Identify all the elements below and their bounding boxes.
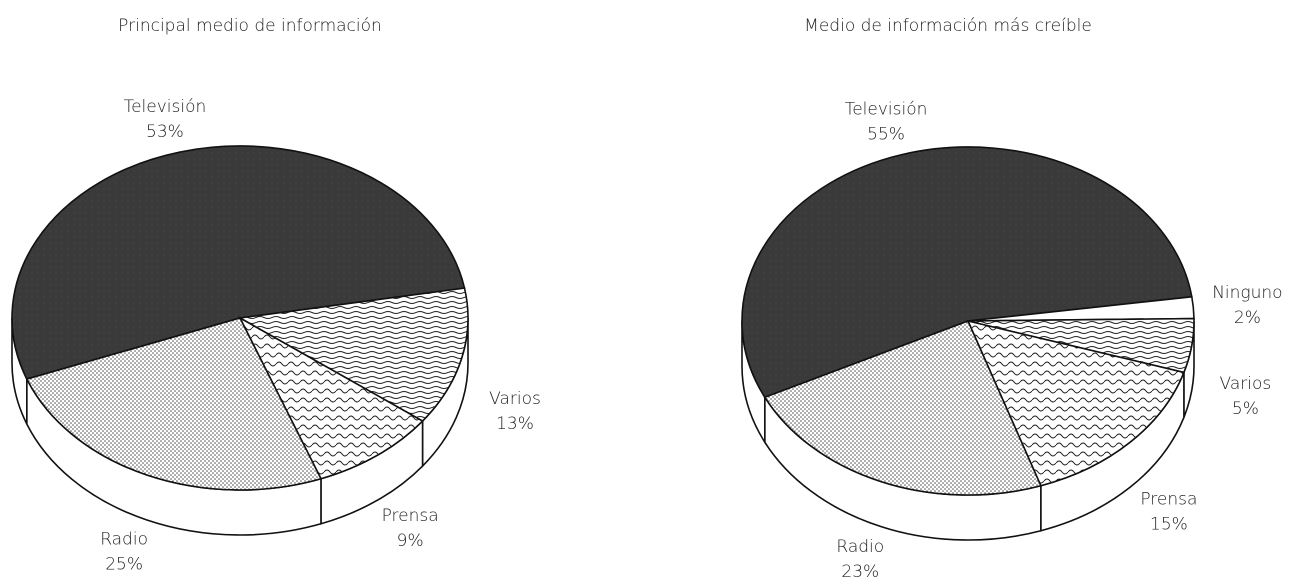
slice bbox=[238, 316, 424, 480]
slice-value-label: 23% bbox=[841, 562, 879, 582]
slice bbox=[237, 287, 469, 423]
slice-value-label: 53% bbox=[146, 122, 184, 142]
slice-value-label: 25% bbox=[105, 554, 143, 574]
slice-label: Prensa bbox=[1140, 490, 1197, 510]
slice-label: Televisión bbox=[845, 99, 928, 119]
slice bbox=[11, 145, 466, 381]
slice-value-label: 13% bbox=[496, 414, 534, 434]
chart-title: Principal medio de información bbox=[118, 16, 382, 36]
slice-label: Ninguno bbox=[1212, 283, 1282, 303]
slice-label: Televisión bbox=[124, 97, 207, 117]
slice-value-label: 2% bbox=[1234, 308, 1261, 328]
slice-label: Radio bbox=[836, 537, 884, 557]
chart-title: Medio de información más creíble bbox=[804, 16, 1092, 36]
slice bbox=[966, 319, 1185, 487]
slice bbox=[741, 146, 1193, 399]
slice-label: Varios bbox=[489, 389, 541, 409]
slice-label: Prensa bbox=[382, 506, 439, 526]
slice-label: Varios bbox=[1220, 374, 1272, 394]
slice-label: Radio bbox=[100, 529, 148, 549]
slice-value-label: 15% bbox=[1150, 515, 1188, 535]
slice bbox=[763, 319, 1042, 496]
slice-value-label: 55% bbox=[867, 124, 905, 144]
slice-value-label: 9% bbox=[397, 531, 424, 551]
slice bbox=[25, 317, 323, 491]
slice-value-label: 5% bbox=[1232, 399, 1259, 419]
